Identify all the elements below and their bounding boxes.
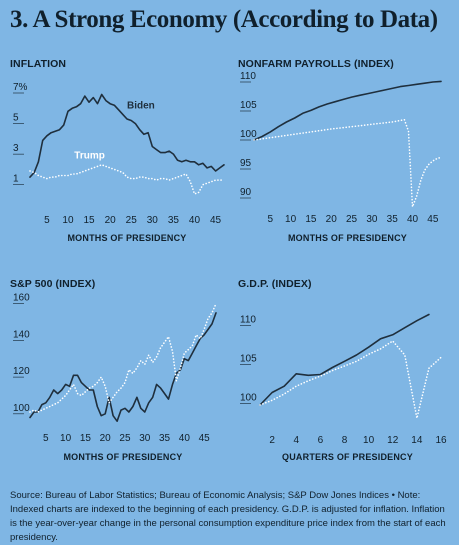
- inflation-ytick-label: 3: [13, 143, 19, 154]
- inflation-biden-annotation: Biden: [127, 100, 155, 111]
- payrolls-xtick-label: 25: [346, 214, 358, 225]
- gdp-ytick-label: 100: [240, 392, 257, 403]
- gdp-ytick-label: 110: [240, 314, 256, 325]
- sp500-xtick-label: 20: [100, 433, 112, 444]
- sp500-xtick-label: 45: [199, 433, 211, 444]
- gdp-xtick-label: 10: [363, 435, 375, 446]
- inflation-title: INFLATION: [10, 58, 67, 70]
- inflation-ytick-label: 5: [13, 113, 19, 124]
- sp500-series-biden: [29, 312, 217, 423]
- inflation-xtick-label: 40: [189, 215, 201, 226]
- gdp-xtick-label: 8: [342, 435, 348, 446]
- inflation-xtick-label: 20: [105, 215, 117, 226]
- source-note: Source: Bureau of Labor Statistics; Bure…: [10, 490, 446, 543]
- sp500-xtick-label: 15: [80, 433, 92, 444]
- inflation-xtick-label: 45: [210, 215, 222, 226]
- sp500-xtick-label: 5: [43, 433, 49, 444]
- payrolls-xtick-label: 30: [366, 214, 378, 225]
- gdp-xtick-label: 14: [411, 435, 423, 446]
- sp500-xaxis-label: MONTHS OF PRESIDENCY: [63, 452, 182, 462]
- sp500-xtick-label: 25: [119, 433, 131, 444]
- payrolls-series-trump: [253, 118, 442, 208]
- sp500-ytick-label: 160: [13, 293, 30, 304]
- inflation-xtick-label: 10: [62, 215, 74, 226]
- payrolls-ytick-label: 95: [240, 158, 252, 169]
- payrolls-ytick-label: 100: [240, 129, 257, 140]
- sp500-ytick-label: 140: [13, 329, 30, 340]
- payrolls-xtick-label: 45: [427, 214, 439, 225]
- sp500-xtick-label: 10: [60, 433, 72, 444]
- gdp-xtick-label: 12: [387, 435, 399, 446]
- inflation-trump-annotation: Trump: [74, 151, 105, 162]
- payrolls-xtick-label: 35: [387, 214, 399, 225]
- inflation-ytick-label: 7%: [13, 82, 28, 93]
- inflation-xtick-label: 30: [147, 215, 159, 226]
- gdp-xtick-label: 2: [269, 435, 275, 446]
- inflation-series-biden: [29, 93, 225, 178]
- payrolls-series-biden: [253, 80, 442, 141]
- payrolls-group: 90 95 100 105 110 5 10 15 20 25 30 35 40 45 MONTHS OF …: [240, 71, 442, 243]
- sp500-xtick-label: 30: [139, 433, 151, 444]
- sp500-xtick-label: 35: [159, 433, 171, 444]
- gdp-series-trump: [259, 340, 442, 420]
- payrolls-xaxis-label: MONTHS OF PRESIDENCY: [288, 233, 407, 243]
- gdp-xtick-label: 16: [435, 435, 447, 446]
- payrolls-xtick-label: 5: [267, 214, 273, 225]
- gdp-title: G.D.P. (INDEX): [238, 278, 312, 290]
- inflation-xtick-label: 35: [168, 215, 180, 226]
- payrolls-xtick-label: 15: [305, 214, 317, 225]
- inflation-ytick-label: 1: [13, 174, 19, 185]
- gdp-ytick-label: 105: [240, 353, 257, 364]
- sp500-ytick-label: 100: [13, 403, 30, 414]
- gdp-series-biden: [259, 313, 430, 406]
- inflation-xtick-label: 15: [83, 215, 95, 226]
- payrolls-xtick-label: 40: [407, 214, 419, 225]
- sp500-group: 100 120 140 160 5 10 15 20 25 30 35 40 45 MONTHS OF P…: [13, 293, 217, 462]
- gdp-xtick-label: 6: [318, 435, 324, 446]
- title-text: A Strong Economy (According to Data): [32, 6, 438, 33]
- sp500-series-trump: [29, 302, 217, 413]
- payrolls-ytick-label: 105: [240, 100, 257, 111]
- inflation-series-trump: [29, 164, 225, 195]
- gdp-group: 100 105 110 2 4 6 8 10 12 14 16 QUARTERS OF PRESIDE…: [240, 313, 447, 462]
- payrolls-ytick-label: 110: [240, 71, 256, 82]
- payrolls-xtick-label: 10: [285, 214, 297, 225]
- page-title: 3. A Strong Economy (According to Data): [10, 6, 438, 34]
- inflation-xtick-label: 25: [126, 215, 138, 226]
- payrolls-title: NONFARM PAYROLLS (INDEX): [238, 58, 394, 70]
- title-number: 3.: [10, 6, 28, 33]
- inflation-xtick-label: 5: [44, 215, 50, 226]
- sp500-xtick-label: 40: [179, 433, 191, 444]
- sp500-title: S&P 500 (INDEX): [10, 278, 96, 290]
- gdp-xtick-label: 4: [293, 435, 299, 446]
- inflation-xaxis-label: MONTHS OF PRESIDENCY: [67, 233, 186, 243]
- sp500-ytick-label: 120: [13, 366, 30, 377]
- gdp-xaxis-label: QUARTERS OF PRESIDENCY: [282, 452, 413, 462]
- payrolls-xtick-label: 20: [326, 214, 338, 225]
- payrolls-ytick-label: 90: [240, 187, 252, 198]
